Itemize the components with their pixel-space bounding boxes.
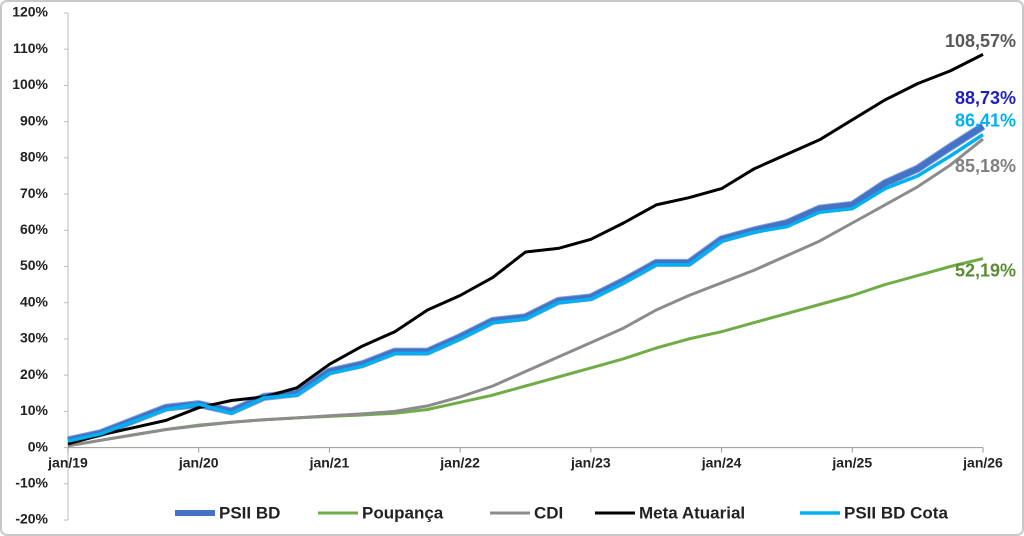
y-tick-label: 20% [20,366,49,382]
x-tick-label: jan/22 [439,454,480,470]
y-tick-label: 0% [28,438,49,454]
y-tick-label: 60% [20,221,49,237]
legend-label: Meta Atuarial [639,503,745,522]
y-tick-label: 80% [20,149,49,165]
y-tick-label: 70% [20,185,49,201]
x-tick-label: jan/24 [701,454,742,470]
x-tick-label: jan/19 [47,454,88,470]
y-tick-label: 40% [20,293,49,309]
legend-label: CDI [534,503,563,522]
x-tick-label: jan/20 [178,454,219,470]
legend-label: Poupança [362,503,444,522]
y-tick-label: 110% [13,40,49,56]
x-tick-label: jan/25 [831,454,872,470]
x-tick-label: jan/21 [309,454,350,470]
y-tick-label: 10% [20,402,49,418]
y-tick-label: 90% [20,112,49,128]
data-label: 85,18% [955,156,1016,176]
y-tick-label: -10% [15,474,48,490]
data-label: 52,19% [955,260,1016,280]
data-label: 86,41% [955,110,1016,130]
y-tick-label: 120% [12,4,48,20]
series-line [67,137,984,448]
y-tick-label: -20% [15,511,48,527]
legend-label: PSII BD Cota [844,503,948,522]
x-tick-label: jan/23 [570,454,611,470]
series-line [67,53,984,446]
legend-label: PSII BD [219,503,280,522]
series-line [67,133,984,443]
y-tick-label: 100% [12,76,48,92]
y-tick-label: 50% [20,257,49,273]
data-label: 108,57% [945,31,1016,51]
y-tick-label: 30% [20,330,49,346]
x-tick-label: jan/26 [962,454,1003,470]
data-label: 88,73% [955,88,1016,108]
